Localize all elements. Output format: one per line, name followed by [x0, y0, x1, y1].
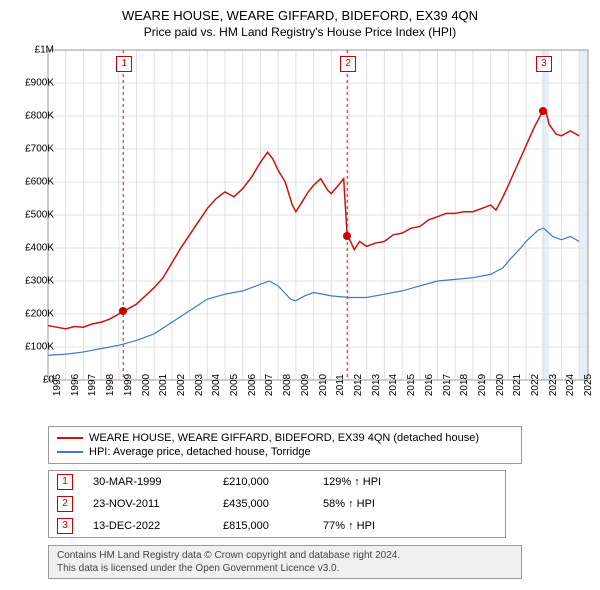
- marker-table: 1 30-MAR-1999 £210,000 129% ↑ HPI 2 23-N…: [48, 470, 506, 538]
- x-axis-label: 2002: [176, 374, 187, 396]
- x-axis-label: 2006: [247, 374, 258, 396]
- x-axis-label: 2013: [371, 374, 382, 396]
- chart-plot-area: [48, 50, 588, 380]
- x-axis-label: 2005: [229, 374, 240, 396]
- x-axis-label: 2024: [565, 374, 576, 396]
- y-axis-label: £1M: [35, 45, 54, 56]
- footer-line: This data is licensed under the Open Gov…: [57, 562, 513, 575]
- y-axis-label: £800K: [25, 111, 54, 122]
- plot-marker-badge: 3: [536, 56, 552, 72]
- marker-price: £435,000: [223, 498, 303, 510]
- x-axis-label: 2022: [530, 374, 541, 396]
- y-axis-label: £600K: [25, 177, 54, 188]
- legend-label: WEARE HOUSE, WEARE GIFFARD, BIDEFORD, EX…: [89, 432, 479, 444]
- x-axis-label: 2015: [406, 374, 417, 396]
- plot-marker-badge: 2: [340, 56, 356, 72]
- x-axis-label: 2016: [424, 374, 435, 396]
- footer-attribution: Contains HM Land Registry data © Crown c…: [48, 545, 522, 579]
- x-axis-label: 1998: [105, 374, 116, 396]
- x-axis-label: 1997: [87, 374, 98, 396]
- y-axis-label: £500K: [25, 210, 54, 221]
- x-axis-label: 2004: [211, 374, 222, 396]
- x-axis-label: 2021: [512, 374, 523, 396]
- legend-item: WEARE HOUSE, WEARE GIFFARD, BIDEFORD, EX…: [57, 431, 513, 445]
- y-axis-label: £900K: [25, 78, 54, 89]
- y-axis-label: £400K: [25, 243, 54, 254]
- y-axis-label: £300K: [25, 276, 54, 287]
- x-axis-label: 2003: [194, 374, 205, 396]
- plot-marker-dot: [539, 107, 547, 115]
- x-axis-label: 2000: [141, 374, 152, 396]
- plot-marker-dot: [119, 307, 127, 315]
- x-axis-label: 2017: [442, 374, 453, 396]
- marker-number-badge: 1: [57, 474, 73, 490]
- marker-number-badge: 3: [57, 518, 73, 534]
- x-axis-label: 2014: [388, 374, 399, 396]
- marker-price: £210,000: [223, 476, 303, 488]
- x-axis-label: 2023: [548, 374, 559, 396]
- legend: WEARE HOUSE, WEARE GIFFARD, BIDEFORD, EX…: [48, 426, 522, 464]
- marker-date: 30-MAR-1999: [93, 476, 203, 488]
- marker-pct: 129% ↑ HPI: [323, 476, 423, 488]
- marker-pct: 58% ↑ HPI: [323, 498, 423, 510]
- x-axis-label: 2001: [158, 374, 169, 396]
- legend-item: HPI: Average price, detached house, Torr…: [57, 445, 513, 459]
- x-axis-label: 1996: [70, 374, 81, 396]
- x-axis-label: 1999: [123, 374, 134, 396]
- x-axis-label: 2012: [353, 374, 364, 396]
- footer-line: Contains HM Land Registry data © Crown c…: [57, 549, 513, 562]
- chart-subtitle: Price paid vs. HM Land Registry's House …: [0, 23, 600, 39]
- x-axis-label: 2010: [318, 374, 329, 396]
- table-row: 2 23-NOV-2011 £435,000 58% ↑ HPI: [49, 493, 505, 515]
- legend-label: HPI: Average price, detached house, Torr…: [89, 446, 311, 458]
- legend-swatch: [57, 437, 83, 439]
- table-row: 1 30-MAR-1999 £210,000 129% ↑ HPI: [49, 471, 505, 493]
- marker-pct: 77% ↑ HPI: [323, 520, 423, 532]
- marker-price: £815,000: [223, 520, 303, 532]
- y-axis-label: £700K: [25, 144, 54, 155]
- y-axis-label: £200K: [25, 309, 54, 320]
- x-axis-label: 2025: [583, 374, 594, 396]
- x-axis-label: 1995: [52, 374, 63, 396]
- plot-marker-dot: [343, 232, 351, 240]
- y-axis-label: £100K: [25, 342, 54, 353]
- x-axis-label: 2020: [495, 374, 506, 396]
- marker-number-badge: 2: [57, 496, 73, 512]
- marker-date: 23-NOV-2011: [93, 498, 203, 510]
- plot-marker-badge: 1: [116, 56, 132, 72]
- x-axis-label: 2018: [459, 374, 470, 396]
- legend-swatch: [57, 451, 83, 453]
- x-axis-label: 2019: [477, 374, 488, 396]
- x-axis-label: 2011: [335, 374, 346, 396]
- chart-title: WEARE HOUSE, WEARE GIFFARD, BIDEFORD, EX…: [0, 0, 600, 23]
- table-row: 3 13-DEC-2022 £815,000 77% ↑ HPI: [49, 515, 505, 537]
- x-axis-label: 2009: [300, 374, 311, 396]
- x-axis-label: 2008: [282, 374, 293, 396]
- marker-date: 13-DEC-2022: [93, 520, 203, 532]
- x-axis-label: 2007: [264, 374, 275, 396]
